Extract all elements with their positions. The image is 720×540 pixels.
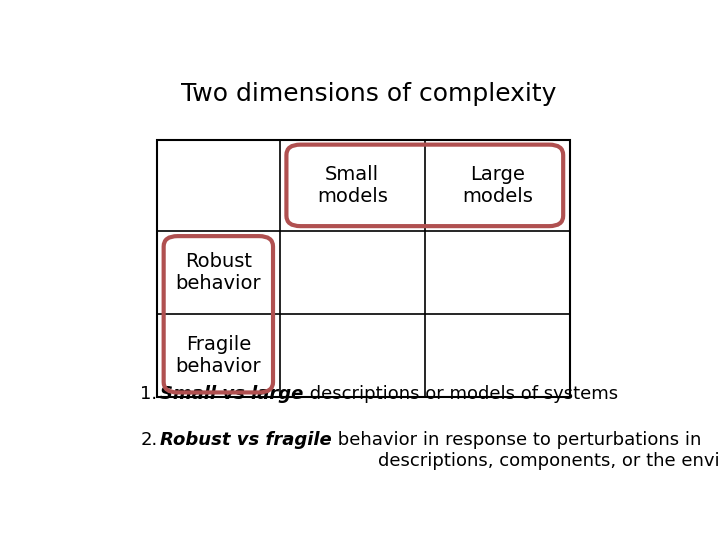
Text: Small
models: Small models — [317, 165, 387, 206]
Text: Small vs large: Small vs large — [160, 385, 304, 403]
Text: Robust
behavior: Robust behavior — [176, 252, 261, 293]
Text: behavior in response to perturbations in
        descriptions, components, or th: behavior in response to perturbations in… — [332, 431, 720, 469]
Text: Large
models: Large models — [462, 165, 533, 206]
Text: Fragile
behavior: Fragile behavior — [176, 335, 261, 376]
Text: Two dimensions of complexity: Two dimensions of complexity — [181, 82, 557, 106]
Bar — [157, 140, 570, 397]
Text: Robust vs fragile: Robust vs fragile — [161, 431, 332, 449]
Text: descriptions or models of systems: descriptions or models of systems — [304, 385, 618, 403]
Text: 2.: 2. — [140, 431, 158, 449]
Text: 1.: 1. — [140, 385, 158, 403]
